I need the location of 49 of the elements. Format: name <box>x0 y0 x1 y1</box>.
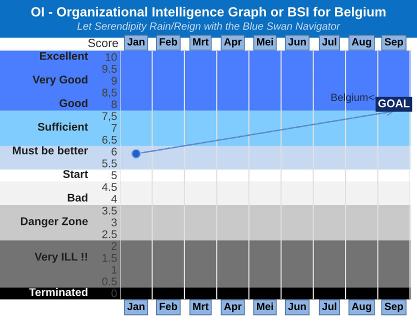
y-tick-label: 7,5 <box>102 112 117 122</box>
chart-subtitle: Let Serendipity Rain/Reign with the Blue Swan Navigator <box>77 22 340 32</box>
y-tick-label: 6 <box>112 148 117 156</box>
annotation: GOAL <box>378 99 410 108</box>
y-tick-label: 5.5 <box>102 160 117 168</box>
x-tick-label: Apr <box>224 302 242 312</box>
y-tick-label: 9 <box>112 76 117 85</box>
x-tick-label: Aug <box>352 302 372 312</box>
category-label: Feb <box>160 38 178 46</box>
band-label: Good <box>60 98 88 108</box>
x-tick-label: Jul <box>322 302 336 310</box>
band-label: Bad <box>68 193 88 202</box>
category-label: Mrt <box>193 38 209 46</box>
y-tick-label: 8 <box>112 100 117 108</box>
band-label: Must be better <box>12 146 88 154</box>
category-label: Sep <box>384 38 404 48</box>
x-tick-label: Feb <box>160 302 178 310</box>
y-tick-label: 3.5 <box>102 206 117 215</box>
y-tick-label: 0 <box>111 289 117 298</box>
y-tick-label: 7 <box>112 124 117 132</box>
y-tick-label: 4 <box>111 195 117 203</box>
category-label: Aug <box>352 38 372 48</box>
x-tick-label: Jan <box>127 302 144 310</box>
category-label: Mei <box>257 38 273 46</box>
y-tick-label: 6.5 <box>102 136 117 144</box>
y-tick-label: 10 <box>106 53 117 62</box>
x-tick-label: Mrt <box>193 302 209 310</box>
y-tick-label: 3 <box>111 218 117 226</box>
y-tick-label: 5 <box>111 171 117 180</box>
band-label: Very ILL !! <box>34 252 88 263</box>
category-label: Jun <box>288 38 306 46</box>
band-label: Excellent <box>40 52 88 60</box>
y-tick-label: 8,5 <box>102 88 117 98</box>
band-label: Very Good <box>32 75 88 86</box>
x-tick-label: Mei <box>257 302 273 310</box>
band-label: Danger Zone <box>20 217 88 228</box>
x-tick-label: Sep <box>384 302 404 312</box>
chart-title: OI - Organizational Intelligence Graph or BSI for Belgium <box>31 6 386 20</box>
y-tick-label: 4.5 <box>102 183 117 191</box>
y-axis-title: Score <box>88 38 118 48</box>
band-label: Terminated <box>29 288 88 296</box>
x-tick-label: Jun <box>288 302 306 310</box>
category-label: Jul <box>322 38 336 46</box>
band-label: Start <box>63 170 88 178</box>
band-label: Sufficient <box>38 122 88 131</box>
category-label: Jan <box>127 38 144 46</box>
y-tick-label: 9.5 <box>102 64 117 73</box>
y-tick-label: 2.5 <box>102 230 117 238</box>
category-label: Apr <box>224 38 242 48</box>
